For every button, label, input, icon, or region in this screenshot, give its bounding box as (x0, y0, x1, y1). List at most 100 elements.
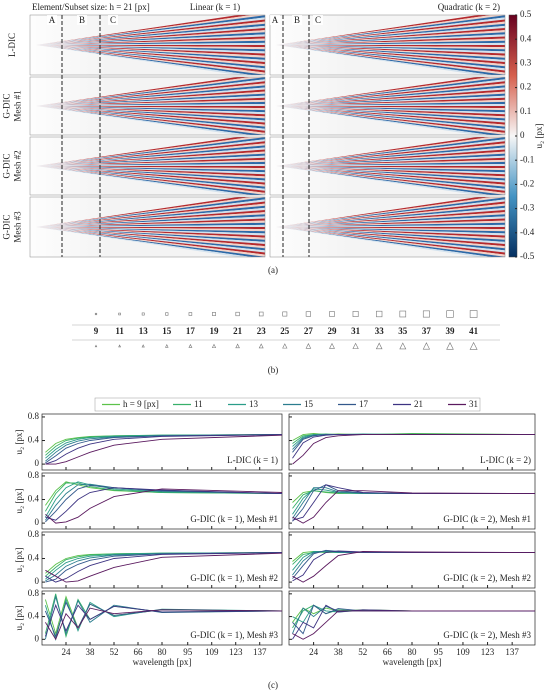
element-triangle (352, 342, 359, 349)
marker-label: C (110, 15, 116, 25)
series-line (292, 610, 535, 640)
header-right: Quadratic (k = 2) (438, 2, 500, 12)
field-image (30, 15, 265, 75)
stripe (36, 106, 251, 135)
x-tick-label: 95 (434, 647, 444, 657)
element-square (422, 310, 430, 318)
element-size: 17 (186, 326, 196, 336)
element-triangle (282, 343, 288, 349)
element-triangle (211, 343, 217, 348)
marker-label: B (79, 15, 85, 25)
series-group (44, 593, 283, 641)
element-size: 9 (94, 326, 99, 336)
element-size: 27 (304, 326, 314, 336)
subplot-label: L-DIC (k = 1) (227, 455, 278, 465)
image-frame (29, 76, 266, 136)
plot-frame (41, 413, 283, 471)
y-tick-label: 0 (35, 517, 40, 527)
series-line (45, 552, 283, 583)
marker-box (270, 15, 280, 25)
subplot-label: L-DIC (k = 2) (480, 455, 531, 465)
y-tick-label: 0.8 (28, 529, 40, 539)
series-group (292, 484, 536, 524)
noise-fade (270, 77, 350, 135)
field-image (270, 137, 505, 195)
noise-fade (30, 197, 110, 257)
element-triangle (235, 343, 240, 349)
x-tick-label: 123 (481, 647, 495, 657)
field-image (270, 15, 505, 75)
element-triangle (422, 342, 431, 350)
element-triangle (118, 344, 122, 348)
x-tick-label: 137 (505, 647, 519, 657)
legend-label: 21 (414, 399, 423, 409)
legend-label: 13 (249, 399, 259, 409)
element-triangle (446, 342, 454, 350)
x-tick-label: 109 (205, 647, 219, 657)
caption-b: (b) (268, 365, 279, 375)
noise-fade (30, 77, 110, 135)
element-square (141, 312, 145, 316)
image-frame (269, 76, 506, 136)
colorbar-tick-label: 0.4 (520, 33, 532, 43)
legend-label: 15 (304, 399, 314, 409)
x-tick-label: 109 (456, 647, 470, 657)
legend-label: 31 (469, 399, 478, 409)
element-triangle (329, 342, 335, 349)
y-tick-label: 0.4 (28, 494, 40, 504)
row-label: L-DIC (7, 33, 17, 57)
noise-fade (30, 15, 110, 75)
x-tick-label: 95 (183, 647, 193, 657)
element-square (212, 312, 216, 316)
y-tick-label: 0 (35, 576, 40, 586)
series-group (45, 481, 283, 524)
element-square (165, 312, 169, 316)
caption-c: (c) (268, 680, 278, 690)
image-frame (269, 14, 506, 76)
series-line (45, 483, 283, 521)
element-size: 29 (328, 326, 338, 336)
y-axis-label: u₂ [px] (14, 606, 24, 631)
series-group (292, 433, 536, 465)
series-line (45, 487, 283, 521)
x-tick-label: 24 (62, 647, 72, 657)
series-group (292, 549, 536, 583)
y-axis-label: u₂ [px] (14, 430, 24, 455)
series-line (44, 603, 283, 637)
marker-label: A (49, 15, 56, 25)
marker-box (292, 15, 302, 25)
series-line (45, 488, 283, 524)
subplot-label: G-DIC (k = 1), Mesh #3 (190, 630, 278, 640)
noise-fade (270, 137, 350, 195)
image-frame (29, 196, 266, 258)
x-tick-label: 38 (334, 647, 344, 657)
colorbar-tick-label: 0.3 (520, 57, 532, 67)
series-line (45, 552, 283, 583)
y-tick-label: 0.8 (28, 411, 40, 421)
series-group (45, 434, 283, 465)
noise-fade (270, 15, 350, 75)
element-size: 39 (446, 326, 456, 336)
x-tick-label: 38 (86, 647, 96, 657)
element-square (352, 311, 359, 317)
subplot-label: G-DIC (k = 2), Mesh #1 (443, 514, 531, 524)
x-tick-label: 66 (383, 647, 393, 657)
series-line (292, 550, 535, 582)
series-line (45, 434, 283, 465)
marker-label: C (315, 15, 321, 25)
field-image (30, 197, 265, 257)
x-tick-label: 66 (134, 647, 144, 657)
element-triangle (188, 343, 193, 348)
colorbar-tick-label: -0.3 (520, 203, 535, 213)
row-label: G-DIC (2, 154, 12, 179)
series-line (292, 551, 536, 583)
element-square (282, 311, 288, 317)
legend-label: 11 (194, 399, 203, 409)
element-size: 15 (162, 326, 172, 336)
series-group (45, 552, 283, 583)
series-line (292, 434, 535, 465)
element-triangle (258, 343, 264, 349)
row-label: G-DIC (2, 215, 12, 240)
marker-box (77, 15, 87, 25)
